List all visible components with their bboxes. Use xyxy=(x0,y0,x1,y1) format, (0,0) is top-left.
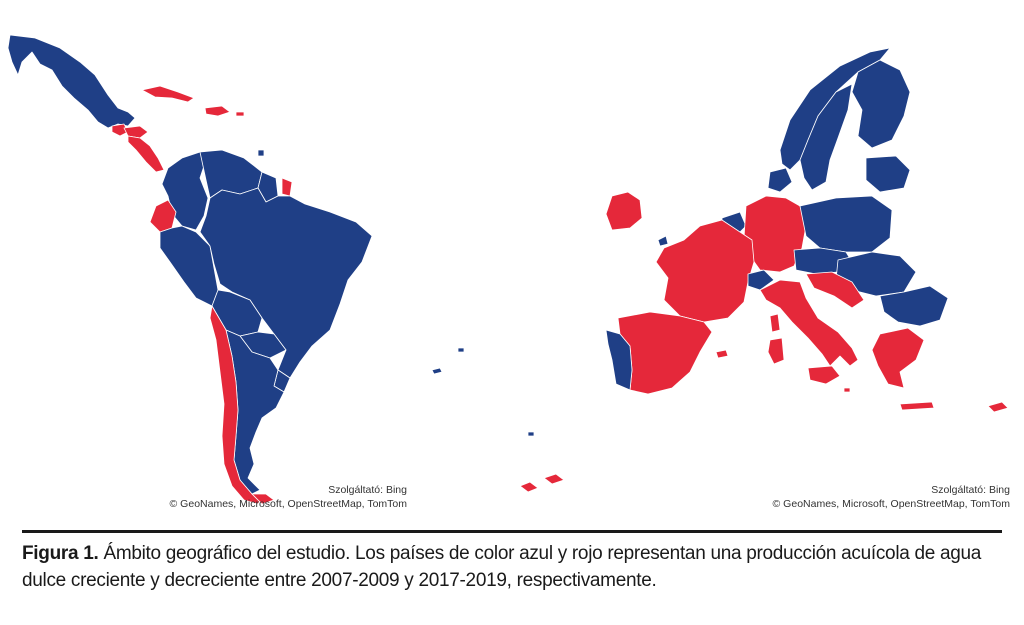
figure-caption: Figura 1. Ámbito geográfico del estudio.… xyxy=(22,540,1007,594)
attribution-credits: © GeoNames, Microsoft, OpenStreetMap, To… xyxy=(772,498,1010,510)
country-corsica xyxy=(769,313,781,333)
attribution-provider: Szolgáltató: Bing xyxy=(328,484,407,496)
caption-divider xyxy=(22,530,1002,533)
country-mexico xyxy=(7,34,136,129)
country-puerto-rico xyxy=(235,111,245,117)
country-crete xyxy=(899,401,935,411)
choropleth-map xyxy=(7,34,1009,505)
country-italy xyxy=(759,279,859,367)
country-cuba xyxy=(141,85,195,103)
country-ireland xyxy=(605,191,643,231)
island-balearic xyxy=(715,349,729,359)
country-honduras xyxy=(123,125,149,139)
country-denmark xyxy=(767,167,793,193)
country-sicily xyxy=(807,365,841,385)
country-estonia-latvia-lithuania xyxy=(865,155,911,193)
country-france xyxy=(655,219,755,323)
island-canary xyxy=(519,473,565,493)
caption-text: Ámbito geográfico del estudio. Los paíse… xyxy=(22,543,982,591)
attribution-credits: © GeoNames, Microsoft, OpenStreetMap, To… xyxy=(169,498,407,510)
island-trinidad xyxy=(257,149,265,157)
country-poland xyxy=(799,195,893,253)
island-azores xyxy=(431,367,535,437)
island-madeira xyxy=(457,347,465,353)
country-sweden xyxy=(799,83,853,191)
country-finland xyxy=(851,59,911,149)
map-area: Szolgáltató: Bing © GeoNames, Microsoft,… xyxy=(7,34,1010,511)
caption-label: Figura 1. xyxy=(22,543,99,564)
country-uk xyxy=(657,235,669,247)
map-attribution-left: Szolgáltató: Bing © GeoNames, Microsoft,… xyxy=(170,483,407,511)
country-sardinia xyxy=(767,337,785,365)
island-malta xyxy=(843,387,851,393)
country-spain xyxy=(617,311,713,395)
country-slovenia-croatia xyxy=(805,271,865,309)
map-attribution-right: Szolgáltató: Bing © GeoNames, Microsoft,… xyxy=(773,483,1010,511)
country-portugal xyxy=(605,329,633,391)
country-brazil xyxy=(199,187,373,379)
country-nicaragua xyxy=(127,135,165,173)
country-greece xyxy=(871,327,925,389)
country-french-guiana xyxy=(281,177,293,197)
country-dominican-republic xyxy=(204,105,231,117)
country-switzerland xyxy=(747,269,775,291)
country-guatemala xyxy=(111,123,129,137)
country-cyprus xyxy=(987,401,1009,413)
attribution-provider: Szolgáltató: Bing xyxy=(931,484,1010,496)
country-bulgaria xyxy=(879,285,949,327)
country-tierra-del-fuego xyxy=(251,493,275,505)
